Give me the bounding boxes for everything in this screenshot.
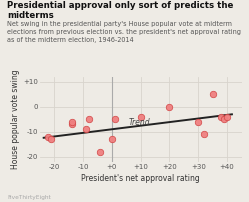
Point	[139, 115, 143, 118]
Y-axis label: House popular vote swing: House popular vote swing	[11, 69, 20, 169]
Point	[49, 138, 53, 141]
Point	[69, 120, 73, 123]
Point	[87, 118, 91, 121]
X-axis label: President's net approval rating: President's net approval rating	[81, 174, 200, 183]
Point	[168, 105, 172, 108]
Point	[113, 118, 117, 121]
Text: Net swing in the presidential party's House popular vote at midterm
elections fr: Net swing in the presidential party's Ho…	[7, 21, 242, 43]
Text: Trend: Trend	[129, 118, 151, 127]
Point	[219, 115, 223, 118]
Point	[47, 135, 51, 138]
Point	[84, 127, 88, 131]
Point	[69, 123, 73, 126]
Point	[98, 150, 102, 153]
Point	[196, 120, 200, 123]
Point	[110, 138, 114, 141]
Point	[202, 133, 206, 136]
Point	[211, 93, 215, 96]
Point	[222, 118, 226, 121]
Point	[225, 115, 229, 118]
Text: Presidential approval only sort of predicts the midterms: Presidential approval only sort of predi…	[7, 1, 234, 20]
Text: FiveThirtyEight: FiveThirtyEight	[7, 195, 51, 200]
